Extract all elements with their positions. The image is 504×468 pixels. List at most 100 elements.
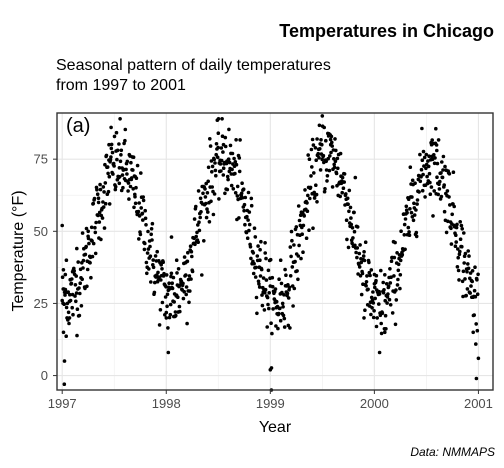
data-point (405, 211, 409, 215)
data-point (224, 136, 228, 140)
data-point (288, 326, 292, 330)
data-point (281, 302, 285, 306)
data-point (111, 151, 115, 155)
data-point (379, 322, 383, 326)
data-point (186, 251, 190, 255)
data-point (214, 174, 218, 178)
data-point (408, 233, 412, 237)
data-point (457, 269, 461, 273)
data-point (146, 251, 150, 255)
data-point (394, 288, 398, 292)
data-point (151, 222, 155, 226)
data-point (392, 274, 396, 278)
data-point (322, 154, 326, 158)
data-point (252, 262, 256, 266)
data-point (141, 212, 145, 216)
data-point (125, 172, 129, 176)
data-point (85, 285, 89, 289)
data-point (235, 163, 239, 167)
data-point (347, 246, 351, 250)
data-point (316, 152, 320, 156)
data-point (213, 192, 217, 196)
data-point (143, 209, 147, 213)
data-point (309, 186, 313, 190)
data-point (261, 304, 265, 308)
data-point (458, 220, 462, 224)
data-point (74, 283, 78, 287)
data-point (361, 272, 365, 276)
data-point (362, 254, 366, 258)
data-point (260, 268, 264, 272)
data-point (63, 293, 67, 297)
data-point (342, 180, 346, 184)
data-point (150, 227, 154, 231)
data-point (436, 162, 440, 166)
data-point (301, 250, 305, 254)
data-point (430, 138, 434, 142)
data-point (150, 238, 154, 242)
data-point (277, 277, 281, 281)
data-point (238, 138, 242, 142)
data-point (190, 255, 194, 259)
data-point (119, 153, 123, 157)
data-point (408, 207, 412, 211)
x-tick-label: 1998 (152, 396, 181, 411)
data-point (290, 230, 294, 234)
data-point (322, 126, 326, 130)
data-point (354, 176, 358, 180)
data-point (414, 208, 418, 212)
data-point (295, 225, 299, 229)
data-point (388, 267, 392, 271)
data-point (181, 282, 185, 286)
data-point (431, 214, 435, 218)
data-point (134, 186, 138, 190)
data-point (370, 268, 374, 272)
data-point (267, 291, 271, 295)
data-point (167, 281, 171, 285)
data-point (279, 319, 283, 323)
data-point (289, 245, 293, 249)
data-point (61, 275, 65, 279)
data-point (421, 173, 425, 177)
data-point (397, 263, 401, 267)
data-point (411, 179, 415, 183)
data-point (131, 168, 135, 172)
data-point (219, 169, 223, 173)
data-point (346, 197, 350, 201)
data-point (298, 219, 302, 223)
data-point (217, 117, 221, 121)
data-point (102, 185, 106, 189)
data-point (245, 215, 249, 219)
data-point (421, 158, 425, 162)
data-point (462, 231, 466, 235)
data-point (450, 213, 454, 217)
data-point (149, 280, 153, 284)
data-point (67, 311, 71, 315)
data-point (288, 286, 292, 290)
data-point (397, 269, 401, 273)
data-point (344, 192, 348, 196)
data-point (185, 285, 189, 289)
data-point (454, 244, 458, 248)
data-point (290, 239, 294, 243)
data-point (315, 193, 319, 197)
data-point (212, 158, 216, 162)
data-point (375, 316, 379, 320)
data-point (456, 265, 460, 269)
data-point (254, 275, 258, 279)
data-point (399, 259, 403, 263)
data-point (60, 224, 64, 228)
data-point (449, 227, 453, 231)
data-point (394, 323, 398, 327)
x-tick-label: 1997 (48, 396, 77, 411)
data-point (467, 254, 471, 258)
data-point (75, 247, 79, 251)
data-point (275, 300, 279, 304)
data-point (167, 351, 171, 355)
data-point (343, 172, 347, 176)
data-point (62, 302, 66, 306)
data-point (186, 260, 190, 264)
data-point (98, 220, 102, 224)
data-point (115, 158, 119, 162)
data-point (198, 229, 202, 233)
